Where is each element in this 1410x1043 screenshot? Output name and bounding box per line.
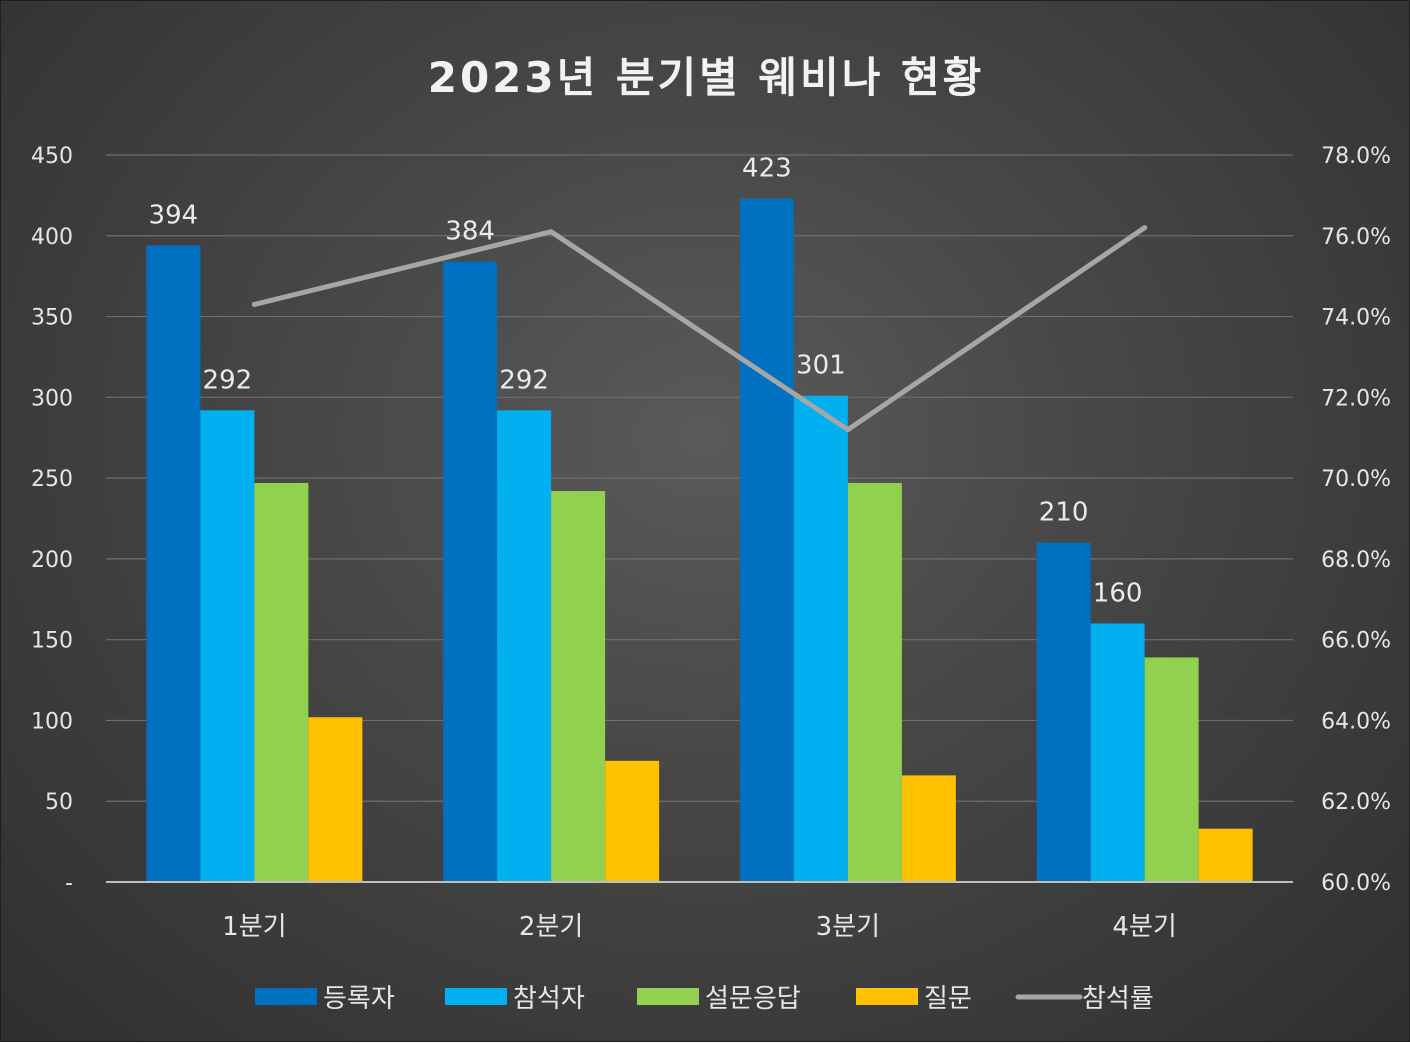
legend-label: 참석자	[513, 984, 585, 1014]
y-tick-label: 200	[31, 548, 73, 573]
y-tick-label: 150	[31, 629, 73, 654]
legend-label: 참석률	[1082, 984, 1154, 1014]
legend-swatch	[255, 988, 317, 1005]
category-label: 1분기	[222, 912, 286, 942]
line-point	[1142, 225, 1148, 231]
legend: 등록자 참석자 설문응답 질문 참석률	[255, 984, 1154, 1014]
bar	[1036, 542, 1091, 882]
legend-label: 질문	[924, 984, 972, 1014]
bar	[793, 395, 848, 882]
y-tick-label: 250	[31, 467, 73, 492]
line-point	[548, 229, 554, 235]
bar	[605, 760, 660, 882]
data-label: 423	[742, 154, 792, 184]
y2-tick-label: 60.0%	[1321, 871, 1391, 896]
bar	[1144, 657, 1199, 882]
category-label: 4분기	[1112, 912, 1176, 942]
bar	[308, 717, 363, 882]
data-label: 292	[499, 365, 549, 395]
y-tick-label: 50	[45, 790, 73, 815]
bar	[443, 261, 498, 882]
bar	[254, 482, 309, 882]
data-label: 210	[1039, 498, 1089, 528]
y2-tick-label: 78.0%	[1321, 144, 1391, 169]
category-label: 2분기	[519, 912, 583, 942]
data-label: 394	[149, 200, 199, 230]
data-label: 292	[203, 365, 253, 395]
legend-label: 설문응답	[705, 984, 801, 1014]
legend-swatch	[445, 988, 507, 1005]
y-tick-label: 100	[31, 709, 73, 734]
data-label: 301	[796, 351, 846, 381]
legend-label: 등록자	[323, 984, 395, 1014]
bar	[1090, 623, 1145, 882]
attendance-rate-line	[251, 225, 1148, 433]
y2-tick-label: 70.0%	[1321, 467, 1391, 492]
y2-tick-label: 64.0%	[1321, 709, 1391, 734]
bar	[200, 410, 255, 882]
data-label: 160	[1093, 579, 1143, 609]
y-tick-label: 450	[31, 144, 73, 169]
bar	[739, 198, 794, 882]
legend-swatch	[856, 988, 918, 1005]
bar	[146, 245, 201, 882]
y2-tick-label: 66.0%	[1321, 629, 1391, 654]
bar	[551, 491, 606, 882]
y2-tick-label: 62.0%	[1321, 790, 1391, 815]
y2-tick-label: 76.0%	[1321, 225, 1391, 250]
y-tick-label: 400	[31, 225, 73, 250]
category-label: 3분기	[816, 912, 880, 942]
y-tick-label: -	[65, 871, 73, 896]
bar	[1198, 828, 1253, 882]
y2-tick-label: 72.0%	[1321, 386, 1391, 411]
y2-tick-label: 74.0%	[1321, 306, 1391, 331]
bar	[847, 482, 902, 882]
y-tick-label: 300	[31, 386, 73, 411]
legend-swatch	[637, 988, 699, 1005]
data-label: 384	[445, 217, 495, 247]
chart-title: 2023년 분기별 웨비나 현황	[428, 53, 985, 102]
y2-tick-label: 68.0%	[1321, 548, 1391, 573]
line-point	[845, 427, 851, 433]
y-tick-label: 350	[31, 306, 73, 331]
line-point	[251, 301, 257, 307]
bar	[497, 410, 552, 882]
bar	[901, 775, 956, 882]
